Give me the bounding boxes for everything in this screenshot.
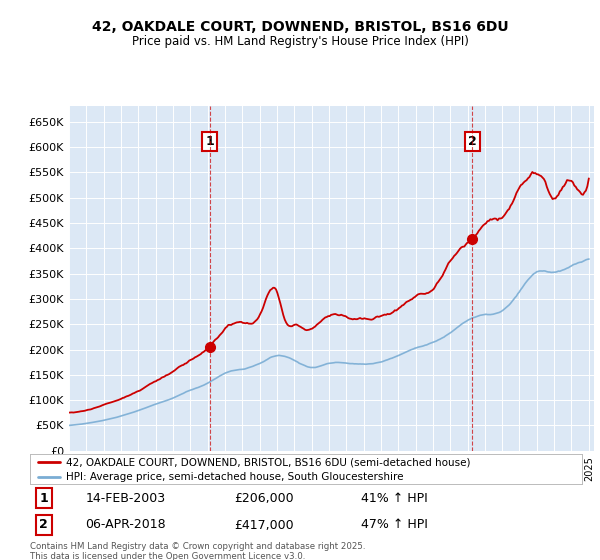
- Text: Price paid vs. HM Land Registry's House Price Index (HPI): Price paid vs. HM Land Registry's House …: [131, 35, 469, 48]
- Text: 42, OAKDALE COURT, DOWNEND, BRISTOL, BS16 6DU: 42, OAKDALE COURT, DOWNEND, BRISTOL, BS1…: [92, 20, 508, 34]
- Text: 14-FEB-2003: 14-FEB-2003: [85, 492, 166, 505]
- Text: 06-APR-2018: 06-APR-2018: [85, 519, 166, 531]
- Text: 2: 2: [468, 136, 476, 148]
- Text: 42, OAKDALE COURT, DOWNEND, BRISTOL, BS16 6DU (semi-detached house): 42, OAKDALE COURT, DOWNEND, BRISTOL, BS1…: [66, 457, 470, 467]
- Text: HPI: Average price, semi-detached house, South Gloucestershire: HPI: Average price, semi-detached house,…: [66, 472, 403, 482]
- Text: £206,000: £206,000: [234, 492, 294, 505]
- Text: 1: 1: [205, 136, 214, 148]
- Text: Contains HM Land Registry data © Crown copyright and database right 2025.
This d: Contains HM Land Registry data © Crown c…: [30, 542, 365, 560]
- Text: 41% ↑ HPI: 41% ↑ HPI: [361, 492, 428, 505]
- Text: 2: 2: [40, 519, 48, 531]
- Text: 1: 1: [40, 492, 48, 505]
- Text: £417,000: £417,000: [234, 519, 294, 531]
- Text: 47% ↑ HPI: 47% ↑ HPI: [361, 519, 428, 531]
